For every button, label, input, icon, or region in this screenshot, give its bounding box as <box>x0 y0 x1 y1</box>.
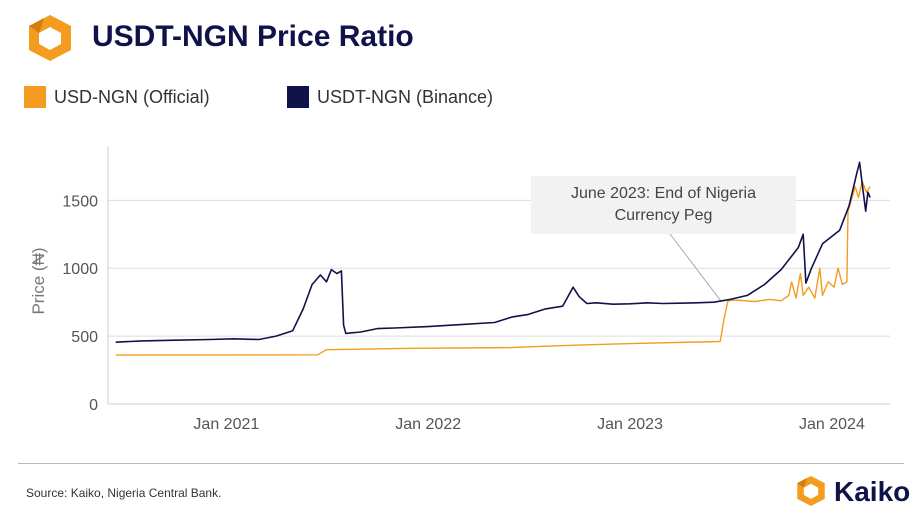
grid-layer <box>107 146 890 405</box>
legend-item-binance: USDT-NGN (Binance) <box>287 86 493 108</box>
annotation-text-line: June 2023: End of Nigeria <box>571 185 756 202</box>
legend-item-official: USD-NGN (Official) <box>24 86 210 108</box>
series-layer <box>115 161 871 356</box>
page-title: USDT-NGN Price Ratio <box>92 20 414 53</box>
annotation-box <box>531 176 796 234</box>
annotation-pointer <box>669 233 722 302</box>
x-tick-label: Jan 2021 <box>193 416 259 433</box>
kaiko-logo-icon <box>29 15 71 61</box>
y-axis-label: Price (₦) <box>29 247 48 314</box>
footer-divider <box>18 463 904 464</box>
x-tick-label: Jan 2023 <box>597 416 663 433</box>
annotation-layer: June 2023: End of Nigeria Currency Peg <box>531 176 796 302</box>
footer-brand-name: Kaiko <box>834 476 911 507</box>
x-tick-labels: Jan 2021 Jan 2022 Jan 2023 Jan 2024 <box>193 416 865 433</box>
legend-swatch-official <box>24 86 46 108</box>
price-chart: June 2023: End of Nigeria Currency Peg 0 5… <box>29 146 890 433</box>
legend-label-official: USD-NGN (Official) <box>54 86 210 107</box>
kaiko-footer-logo-icon <box>797 475 825 507</box>
y-tick-label: 0 <box>89 397 98 414</box>
y-tick-label: 1500 <box>62 193 98 210</box>
y-tick-label: 500 <box>71 329 98 346</box>
annotation-text-line: Currency Peg <box>615 207 713 224</box>
legend-swatch-binance <box>287 86 309 108</box>
y-tick-labels: 0 500 1000 1500 <box>62 193 98 414</box>
y-tick-label: 1000 <box>62 261 98 278</box>
x-tick-label: Jan 2022 <box>395 416 461 433</box>
legend-label-binance: USDT-NGN (Binance) <box>317 86 494 107</box>
series-line-binance <box>115 161 871 343</box>
source-note: Source: Kaiko, Nigeria Central Bank. <box>26 486 222 500</box>
x-tick-label: Jan 2024 <box>799 416 865 433</box>
